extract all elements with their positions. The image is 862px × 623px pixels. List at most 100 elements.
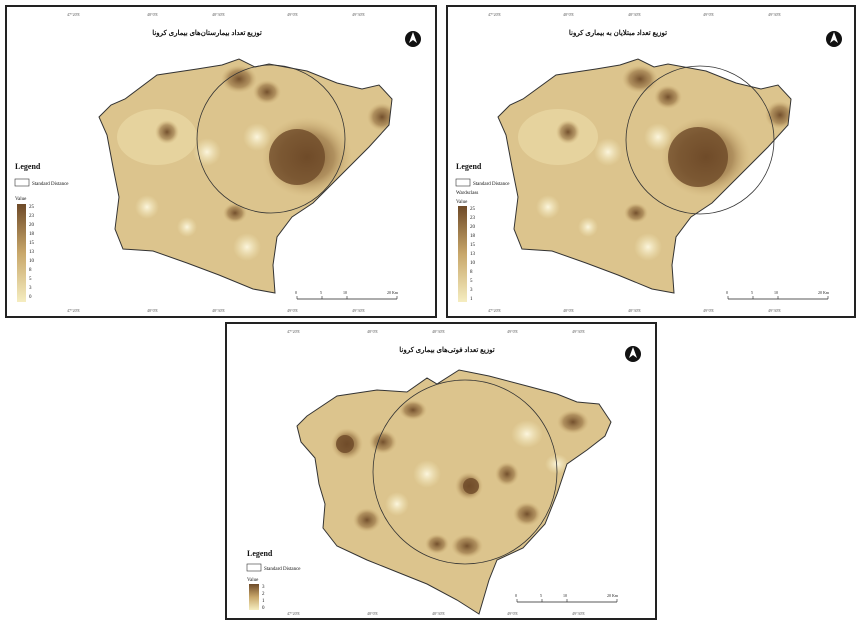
legend-circle-label: Standard Distance bbox=[264, 567, 301, 572]
scale-label: 5 bbox=[751, 290, 753, 295]
legend-classes: 25 23 20 18 15 13 10 8 5 3 1 bbox=[470, 207, 476, 302]
scale-bar: 0 5 10 20 Km bbox=[515, 593, 619, 603]
legend-class: 18 bbox=[29, 232, 35, 237]
scale-label: 5 bbox=[320, 290, 322, 295]
svg-text:48°0'E: 48°0'E bbox=[367, 329, 378, 334]
legend-class: 13 bbox=[470, 252, 476, 257]
legend-classes: 3 2 1 0 bbox=[262, 585, 265, 611]
scale-bar: 0 5 10 20 Km bbox=[726, 290, 830, 300]
svg-text:49°0'E: 49°0'E bbox=[703, 308, 714, 313]
svg-text:47°20'E: 47°20'E bbox=[67, 308, 80, 313]
legend-circle-swatch bbox=[246, 563, 262, 572]
svg-text:48°0'E: 48°0'E bbox=[147, 308, 158, 313]
map-canvas: 47°20'E 48°0'E 48°30'E 49°0'E 49°30'E 47°20… bbox=[455, 12, 842, 313]
map-canvas: 47°20'E 48°0'E 48°30'E 49°0'E 49°30'E 47°20… bbox=[14, 12, 421, 313]
legend-class: 13 bbox=[29, 250, 35, 255]
legend-class: 8 bbox=[29, 268, 32, 273]
legend-circle-label: Standard Distance bbox=[473, 182, 510, 187]
region-surface bbox=[498, 59, 791, 293]
north-arrow-icon bbox=[405, 31, 421, 47]
graticule-ticks: 47°20'E 48°0'E 48°30'E 49°0'E 49°30'E 47°20… bbox=[488, 12, 781, 313]
scale-label: 0 bbox=[295, 290, 297, 295]
svg-text:49°0'E: 49°0'E bbox=[507, 329, 518, 334]
graticule-ticks: 47°20'E 48°0'E 48°30'E 49°0'E 49°30'E 47°20… bbox=[67, 12, 365, 313]
legend-class: 25 bbox=[470, 207, 476, 212]
legend-class: 10 bbox=[470, 261, 476, 266]
legend-value-label: Value bbox=[15, 197, 27, 202]
svg-text:47°20'E: 47°20'E bbox=[488, 308, 501, 313]
svg-text:49°0'E: 49°0'E bbox=[287, 12, 298, 17]
legend-class: 25 bbox=[29, 205, 35, 210]
legend-class: 8 bbox=[470, 270, 473, 275]
legend-circle-label: Standard Distance bbox=[32, 182, 69, 187]
svg-text:49°0'E: 49°0'E bbox=[287, 308, 298, 313]
legend-title: Legend bbox=[247, 549, 273, 558]
region-boundary bbox=[296, 369, 612, 615]
legend-class: 23 bbox=[29, 214, 35, 219]
legend-classes: 25 23 20 18 15 13 10 8 5 3 0 bbox=[29, 205, 35, 300]
legend-class: 1 bbox=[262, 599, 265, 604]
scale-label: 10 bbox=[563, 593, 567, 598]
legend-color-ramp bbox=[458, 206, 467, 302]
legend-class: 15 bbox=[470, 243, 476, 248]
svg-text:49°30'E: 49°30'E bbox=[352, 12, 365, 17]
svg-text:48°30'E: 48°30'E bbox=[432, 329, 445, 334]
map-panel-infected: 47°20'E 48°0'E 48°30'E 49°0'E 49°30'E 47°20… bbox=[446, 5, 856, 318]
svg-text:48°30'E: 48°30'E bbox=[432, 611, 445, 616]
map-panel-deaths: 47°20'E 48°0'E 48°30'E 49°0'E 49°30'E 47°20… bbox=[225, 322, 657, 620]
scale-label: 20 Km bbox=[607, 593, 619, 598]
legend-class: 20 bbox=[470, 225, 476, 230]
scale-label: 10 bbox=[343, 290, 347, 295]
legend: Legend Standard Distance Value 25 23 20 … bbox=[14, 162, 69, 302]
region-boundary bbox=[497, 58, 792, 294]
scale-label: 10 bbox=[774, 290, 778, 295]
region-surface bbox=[99, 59, 392, 293]
svg-text:48°0'E: 48°0'E bbox=[367, 611, 378, 616]
legend-class: 5 bbox=[470, 279, 473, 284]
legend-title: Legend bbox=[456, 162, 482, 171]
svg-text:49°30'E: 49°30'E bbox=[572, 329, 585, 334]
legend-circle-swatch bbox=[455, 178, 471, 187]
north-arrow-icon bbox=[625, 346, 641, 362]
legend-class: 2 bbox=[262, 592, 265, 597]
legend-class: 0 bbox=[29, 295, 32, 300]
standard-distance-circle bbox=[625, 65, 775, 215]
legend-class: 18 bbox=[470, 234, 476, 239]
legend-class: 23 bbox=[470, 216, 476, 221]
scale-label: 20 Km bbox=[818, 290, 830, 295]
legend-circle-swatch bbox=[14, 178, 30, 187]
legend-class: 5 bbox=[29, 277, 32, 282]
legend-value-label: Value bbox=[456, 200, 468, 205]
legend-subtitle: Wardsclass bbox=[456, 191, 478, 196]
scale-label: 5 bbox=[540, 593, 542, 598]
svg-text:49°30'E: 49°30'E bbox=[352, 308, 365, 313]
legend-color-ramp bbox=[17, 204, 26, 302]
legend-class: 15 bbox=[29, 241, 35, 246]
svg-text:48°30'E: 48°30'E bbox=[212, 308, 225, 313]
legend-class: 1 bbox=[470, 297, 473, 302]
legend-class: 3 bbox=[29, 286, 32, 291]
scale-label: 0 bbox=[726, 290, 728, 295]
svg-text:47°20'E: 47°20'E bbox=[287, 611, 300, 616]
legend-class: 0 bbox=[262, 606, 265, 611]
scale-label: 0 bbox=[515, 593, 517, 598]
legend: Legend Standard Distance Value 3 2 1 0 bbox=[246, 549, 301, 611]
svg-text:48°0'E: 48°0'E bbox=[147, 12, 158, 17]
legend-title: Legend bbox=[15, 162, 41, 171]
svg-text:49°30'E: 49°30'E bbox=[768, 12, 781, 17]
svg-text:48°0'E: 48°0'E bbox=[563, 308, 574, 313]
scale-bar: 0 5 10 20 Km bbox=[295, 290, 399, 300]
svg-text:49°30'E: 49°30'E bbox=[768, 308, 781, 313]
legend-class: 20 bbox=[29, 223, 35, 228]
svg-text:47°20'E: 47°20'E bbox=[488, 12, 501, 17]
map-title: توزیع تعداد مبتلایان به بیماری کرونا bbox=[569, 29, 667, 37]
svg-text:49°0'E: 49°0'E bbox=[703, 12, 714, 17]
map-canvas: 47°20'E 48°0'E 48°30'E 49°0'E 49°30'E 47°20… bbox=[246, 329, 641, 616]
legend-class: 10 bbox=[29, 259, 35, 264]
svg-text:48°30'E: 48°30'E bbox=[628, 308, 641, 313]
scale-label: 20 Km bbox=[387, 290, 399, 295]
svg-text:48°30'E: 48°30'E bbox=[628, 12, 641, 17]
legend: Legend Standard Distance Wardsclass Valu… bbox=[455, 162, 510, 302]
legend-class: 3 bbox=[470, 288, 473, 293]
svg-text:48°0'E: 48°0'E bbox=[563, 12, 574, 17]
